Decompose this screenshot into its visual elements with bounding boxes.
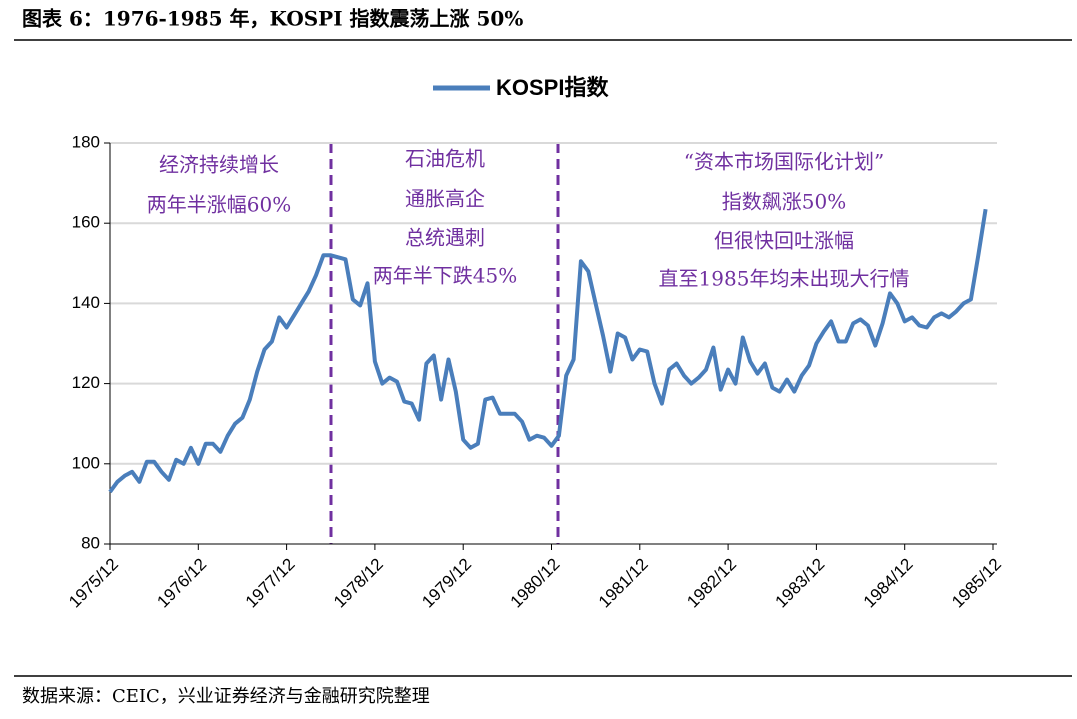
x-tick-label: 1980/12 bbox=[507, 555, 564, 612]
x-tick-label: 1982/12 bbox=[683, 555, 740, 612]
annotation: 经济持续增长 bbox=[159, 153, 279, 177]
y-tick-label: 80 bbox=[81, 533, 100, 552]
annotation: 两年半涨幅60% bbox=[147, 193, 291, 217]
x-tick-label: 1979/12 bbox=[418, 555, 475, 612]
x-tick-label: 1981/12 bbox=[595, 555, 652, 612]
annotation: 石油危机 bbox=[405, 147, 485, 171]
y-tick-label: 140 bbox=[72, 293, 100, 312]
annotation: 但很快回吐涨幅 bbox=[714, 229, 854, 253]
annotation: 直至1985年均未出现大行情 bbox=[659, 267, 910, 291]
line bbox=[108, 208, 988, 494]
x-tick-label: 1976/12 bbox=[153, 555, 210, 612]
annotation: 总统遇刺 bbox=[405, 226, 485, 250]
x-tick-label: 1983/12 bbox=[772, 555, 829, 612]
x-tick-label: 1978/12 bbox=[330, 555, 387, 612]
chart-title: 图表 6：1976-1985 年，KOSPI 指数震荡上涨 50% bbox=[22, 7, 523, 31]
legend-label: KOSPI指数 bbox=[496, 75, 609, 100]
annotation: 指数飙涨50% bbox=[722, 190, 846, 214]
x-tick-label: 1984/12 bbox=[860, 555, 917, 612]
annotation: 两年半下跌45% bbox=[373, 264, 517, 288]
x-tick-label: 1985/12 bbox=[948, 555, 1005, 612]
x-tick-label: 1977/12 bbox=[242, 555, 299, 612]
y-tick-label: 100 bbox=[72, 453, 100, 472]
source: 数据来源：CEIC，兴业证券经济与金融研究院整理 bbox=[22, 686, 430, 707]
annotation: “资本市场国际化计划” bbox=[684, 150, 884, 174]
y-tick-label: 180 bbox=[72, 132, 100, 151]
y-tick-label: 160 bbox=[72, 213, 100, 232]
x-tick-label: 1975/12 bbox=[65, 555, 122, 612]
y-tick-label: 120 bbox=[72, 373, 100, 392]
annotation: 通胀高企 bbox=[405, 187, 485, 211]
